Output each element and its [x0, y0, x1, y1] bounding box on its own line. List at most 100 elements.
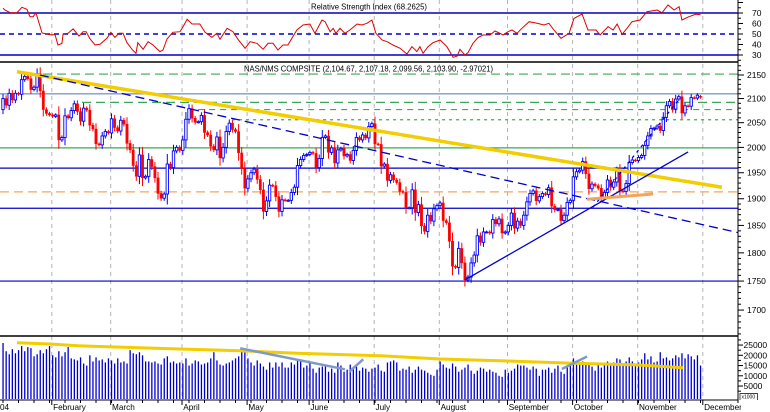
- candle-up: [683, 105, 687, 114]
- candle-down: [190, 108, 194, 119]
- volume-bar: [86, 365, 88, 399]
- candle-down: [379, 144, 383, 167]
- volume-bar: [185, 358, 187, 399]
- candle-up: [63, 115, 67, 138]
- volume-bar: [216, 360, 218, 399]
- candle-down: [234, 129, 237, 132]
- candle-up: [13, 92, 18, 101]
- month-label: December: [704, 403, 742, 412]
- candle-down: [131, 149, 135, 166]
- volume-bar: [207, 362, 209, 399]
- candle-down: [48, 113, 51, 116]
- candle-down: [327, 135, 330, 153]
- volume-bar: [513, 368, 516, 399]
- volume-bar: [510, 370, 513, 399]
- volume-bar: [473, 373, 475, 399]
- candle-down: [79, 111, 82, 122]
- volume-bar: [104, 362, 106, 399]
- month-label: October: [574, 403, 603, 412]
- volume-bar: [138, 352, 141, 399]
- volume-bar: [662, 358, 664, 399]
- candle-down: [544, 193, 547, 195]
- candle-up: [336, 149, 340, 164]
- candle-up: [308, 151, 312, 155]
- volume-bar: [659, 352, 661, 399]
- candle-down: [255, 168, 259, 180]
- candle-up: [643, 144, 647, 156]
- volume-bar: [197, 361, 199, 399]
- candle-up: [69, 110, 73, 119]
- volume-bar: [52, 355, 54, 399]
- volume-bar: [262, 366, 265, 399]
- volume-bar: [535, 368, 537, 399]
- candle-down: [203, 115, 206, 133]
- volume-bar: [331, 368, 333, 399]
- trend-lines: [16, 70, 738, 281]
- volume-bar: [380, 370, 382, 399]
- volume-bar: [76, 360, 79, 399]
- candle-up: [568, 199, 572, 203]
- volume-bar: [557, 365, 559, 399]
- volume-bar: [343, 371, 345, 399]
- candle-up: [491, 219, 495, 234]
- volume-bar: [39, 350, 41, 399]
- candle-down: [500, 218, 504, 234]
- candle-up: [227, 122, 231, 132]
- volume-bar: [188, 365, 190, 399]
- candle-up: [382, 163, 386, 167]
- volume-bar: [200, 364, 203, 399]
- volume-bar: [36, 354, 38, 399]
- volume-bar: [327, 371, 330, 399]
- candle-up: [475, 235, 479, 256]
- candle-down: [258, 179, 262, 191]
- volume-bar: [135, 354, 137, 399]
- candle-down: [283, 199, 287, 201]
- volume-bar: [479, 367, 482, 399]
- candle-up: [469, 262, 473, 278]
- orange-support-segment: [586, 192, 654, 201]
- candle-down: [342, 148, 346, 157]
- candle-up: [165, 163, 169, 195]
- volume-axis-label: 20000: [744, 350, 768, 360]
- candle-down: [159, 193, 163, 199]
- volume-bar: [225, 363, 227, 399]
- volume-bar: [433, 375, 435, 399]
- volume-bar: [179, 362, 181, 399]
- volume-bar: [362, 367, 364, 399]
- volume-bar: [476, 370, 478, 399]
- candle-down: [4, 98, 8, 106]
- candle-down: [212, 146, 216, 151]
- volume-bar: [70, 358, 72, 399]
- month-label: November: [639, 403, 677, 412]
- volume-bar: [430, 374, 432, 399]
- volume-bar: [560, 371, 562, 399]
- volume-bar: [675, 355, 677, 399]
- volume-bar: [377, 364, 379, 399]
- volume-bar: [5, 351, 7, 399]
- candle-up: [432, 208, 436, 222]
- candle-down: [413, 189, 417, 213]
- candle-up: [60, 136, 64, 141]
- candle-up: [109, 118, 114, 134]
- volume-bar: [693, 359, 695, 399]
- candle-up: [426, 214, 430, 232]
- volume-bar: [231, 360, 234, 399]
- candle-down: [587, 173, 591, 189]
- candle-up: [438, 202, 442, 207]
- volume-bar: [247, 358, 249, 399]
- volume-bar: [27, 347, 29, 399]
- volume-bar: [107, 358, 110, 399]
- volume-bar: [98, 360, 100, 399]
- candle-down: [441, 202, 445, 221]
- volume-bar: [582, 361, 584, 399]
- volume-bar: [284, 367, 286, 399]
- candle-up: [184, 118, 188, 141]
- candle-down: [423, 225, 426, 232]
- candle-up: [174, 146, 179, 152]
- volume-bar: [606, 361, 609, 399]
- volume-bar: [126, 363, 128, 399]
- volume-bar: [569, 362, 571, 399]
- candle-up: [457, 247, 461, 268]
